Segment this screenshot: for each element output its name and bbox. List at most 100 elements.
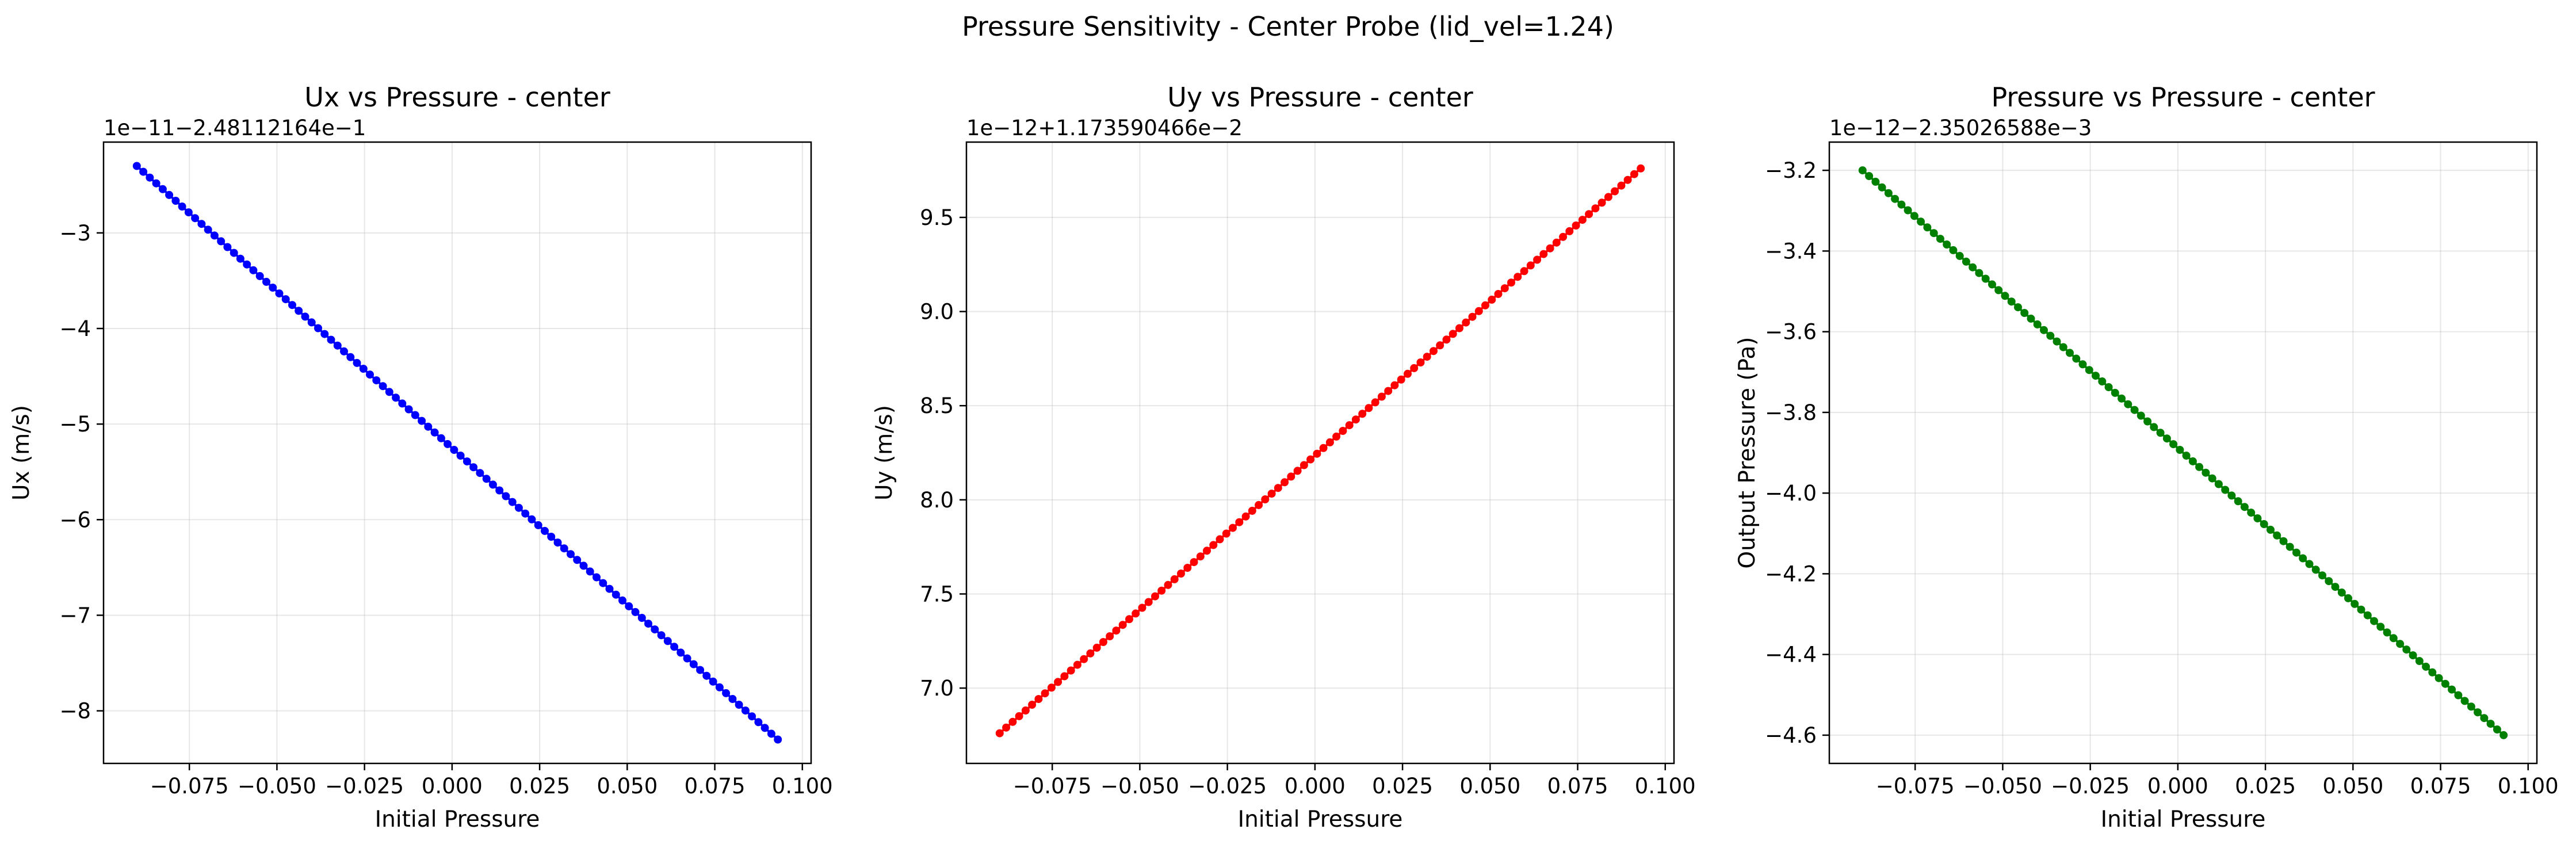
data-point (2285, 542, 2294, 551)
data-point (1416, 358, 1425, 366)
data-point (281, 295, 290, 304)
data-point (2344, 594, 2352, 602)
data-point (1891, 194, 1899, 203)
data-point (353, 358, 361, 367)
y-tick-label: −3.8 (1765, 400, 1817, 425)
data-point (2363, 611, 2372, 620)
data-point (1021, 706, 1030, 715)
data-point (2020, 309, 2029, 317)
data-point (269, 284, 277, 292)
data-point (1300, 461, 1308, 469)
data-point (1943, 240, 1951, 249)
data-point (1539, 250, 1548, 258)
data-point (2040, 326, 2048, 334)
y-tick-label: −5 (59, 412, 91, 437)
x-tick-label: −0.075 (150, 774, 229, 798)
data-point (482, 475, 491, 483)
data-point (2337, 589, 2346, 597)
data-series (995, 164, 1645, 738)
data-point (1969, 263, 1977, 272)
data-point (2078, 360, 2087, 369)
y-tick-label: 7.5 (920, 582, 954, 606)
y-tick-label: −4 (59, 316, 91, 341)
data-point (1287, 472, 1295, 481)
data-point (262, 277, 270, 286)
data-point (1442, 335, 1451, 344)
data-point (2130, 406, 2139, 414)
data-point (1054, 678, 1062, 686)
data-point (2383, 628, 2391, 637)
data-point (295, 307, 303, 315)
data-point (1597, 198, 1606, 207)
data-point (521, 509, 530, 518)
data-point (1170, 575, 1179, 583)
data-point (1332, 432, 1341, 441)
data-point (567, 550, 575, 559)
data-point (1106, 632, 1114, 640)
x-axis-label: Initial Pressure (375, 807, 540, 832)
data-point (307, 318, 316, 327)
data-point (1190, 558, 1198, 567)
data-point (1216, 535, 1224, 544)
data-point (1222, 529, 1230, 538)
data-point (748, 712, 756, 721)
data-point (1261, 495, 1270, 503)
data-point (1293, 467, 1302, 475)
data-point (1241, 512, 1250, 521)
data-point (502, 492, 510, 500)
data-point (1306, 455, 1315, 464)
data-point (2499, 731, 2508, 739)
data-point (2150, 423, 2158, 431)
data-point (2169, 440, 2178, 449)
data-point (1546, 244, 1554, 253)
data-point (1008, 717, 1017, 726)
x-tick-label: 0.100 (1635, 774, 1696, 798)
data-point (560, 544, 568, 553)
data-point (1390, 381, 1399, 389)
data-point (637, 614, 646, 622)
data-point (1325, 438, 1334, 446)
data-point (1448, 330, 1457, 338)
data-point (1981, 274, 1990, 283)
data-point (709, 677, 717, 686)
data-point (320, 330, 329, 338)
x-tick-label: 0.100 (2498, 774, 2559, 798)
data-point (2396, 640, 2405, 648)
data-point (1897, 200, 1906, 209)
data-point (1507, 278, 1515, 287)
data-point (547, 533, 556, 541)
data-point (2493, 725, 2501, 733)
data-point (2376, 622, 2385, 631)
y-tick-label: −4.0 (1765, 481, 1817, 506)
data-point (255, 272, 264, 280)
data-point (1988, 280, 1996, 289)
data-point (385, 388, 393, 396)
x-tick-label: 0.075 (1547, 774, 1608, 798)
data-point (1488, 295, 1496, 304)
data-point (2137, 411, 2145, 420)
data-point (1474, 307, 1483, 315)
data-point (696, 666, 705, 674)
data-point (631, 608, 640, 616)
data-point (722, 689, 731, 697)
x-tick-label: 0.025 (509, 774, 570, 798)
data-point (1034, 695, 1043, 704)
data-point (2046, 331, 2055, 340)
data-point (2454, 691, 2463, 700)
data-point (1157, 586, 1166, 595)
y-tick-label: 8.0 (920, 488, 954, 513)
data-point (398, 399, 407, 408)
data-point (275, 289, 284, 298)
data-point (197, 220, 206, 228)
data-point (1910, 212, 1918, 220)
y-tick-label: 9.0 (920, 300, 954, 324)
data-point (1248, 506, 1256, 515)
data-point (327, 335, 335, 344)
data-point (411, 411, 419, 419)
data-point (204, 226, 212, 234)
data-point (760, 724, 769, 732)
data-point (663, 637, 672, 645)
data-point (301, 312, 309, 321)
data-point (2227, 491, 2236, 500)
data-point (1520, 267, 1528, 276)
